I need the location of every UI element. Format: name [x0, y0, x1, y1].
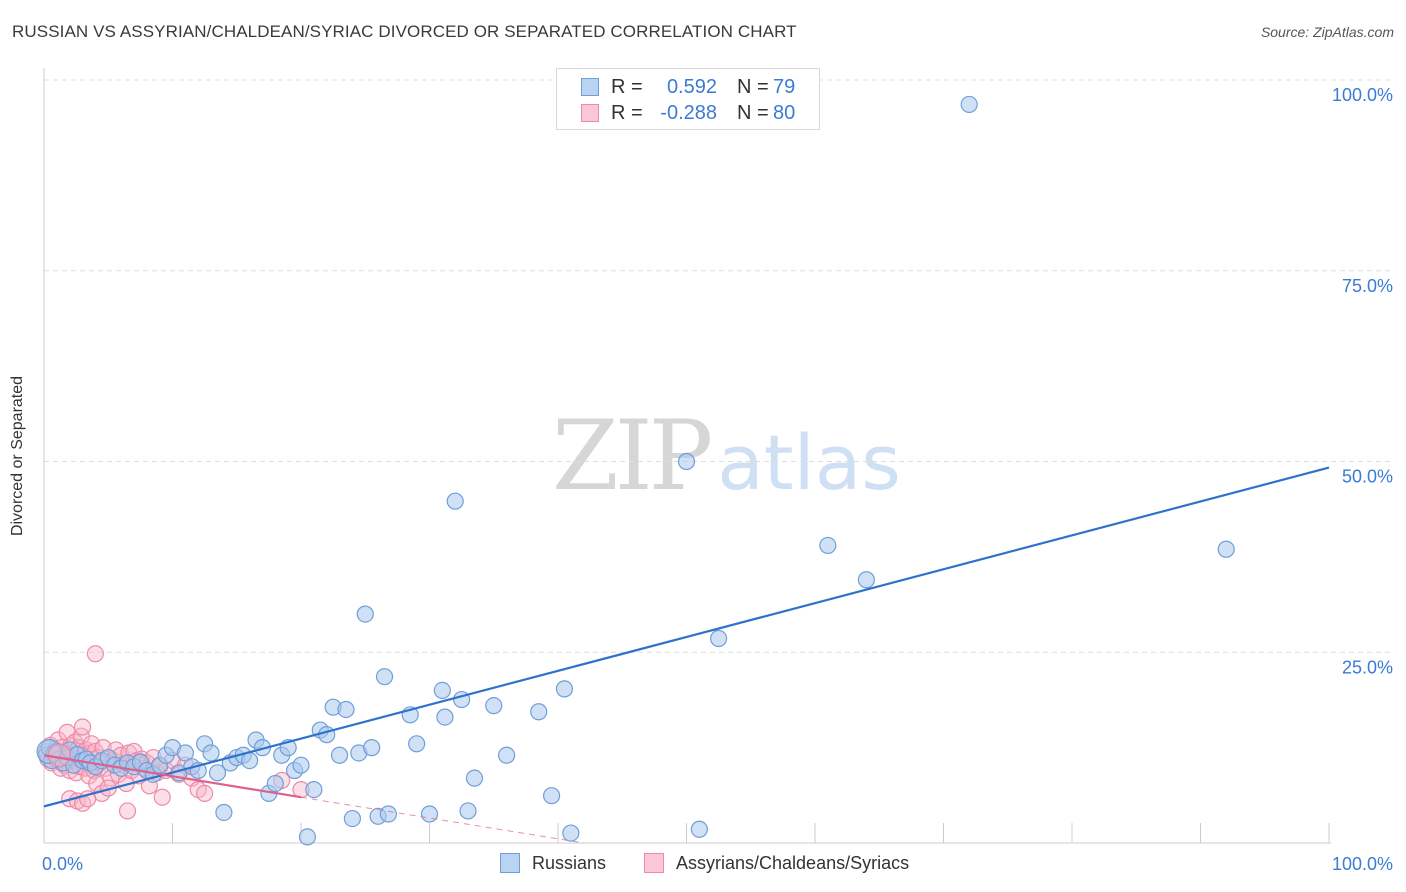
watermark: ZIP atlas — [552, 400, 901, 512]
point-russians — [356, 605, 374, 623]
point-russians — [363, 739, 381, 757]
point-russians — [292, 756, 310, 774]
source-label: Source: ZipAtlas.com — [1260, 24, 1394, 40]
point-russians — [337, 700, 355, 719]
chart-title: RUSSIAN VS ASSYRIAN/CHALDEAN/SYRIAC DIVO… — [12, 22, 797, 41]
point-russians — [379, 805, 397, 823]
n-value: 80 — [773, 101, 796, 124]
point-russians — [433, 681, 451, 700]
point-russians — [690, 820, 708, 838]
legend-item-assyrians: Assyrians/Chaldeans/Syriacs — [644, 850, 909, 876]
y-axis-label: Divorced or Separated — [9, 375, 26, 537]
y-tick-label: 50.0% — [1342, 467, 1393, 487]
n-label: N = — [737, 75, 769, 98]
r-label: R = — [611, 101, 643, 124]
point-russians — [266, 774, 284, 793]
point-russians — [1217, 540, 1235, 558]
legend-swatch-russians — [500, 853, 520, 873]
n-label: N = — [737, 101, 769, 124]
stats-legend-row-russians: R = 0.592 N = 79 — [581, 75, 795, 99]
point-russians — [710, 629, 728, 648]
y-tick-label: 75.0% — [1342, 276, 1393, 296]
legend-swatch-assyrians — [644, 853, 664, 873]
point-russians — [459, 802, 477, 820]
stats-legend: R = 0.592 N = 79 R = -0.288 N = 80 — [556, 68, 820, 130]
point-assyrians — [118, 802, 137, 820]
point-russians — [420, 805, 439, 823]
point-russians — [375, 668, 394, 686]
point-russians — [298, 828, 317, 846]
point-russians — [202, 744, 220, 762]
point-assyrians — [153, 788, 171, 806]
legend-label-assyrians: Assyrians/Chaldeans/Syriacs — [676, 852, 910, 873]
point-russians — [330, 746, 349, 764]
point-russians — [485, 697, 503, 715]
point-russians — [305, 780, 323, 799]
point-russians — [241, 751, 259, 770]
stats-legend-row-assyrians: R = -0.288 N = 80 — [581, 101, 795, 125]
point-russians — [562, 824, 580, 842]
x-tick-label: 0.0% — [42, 854, 83, 874]
point-russians — [446, 492, 464, 510]
point-russians — [215, 803, 233, 822]
legend-label-russians: Russians — [532, 852, 607, 873]
point-russians — [208, 764, 227, 782]
y-tick-label: 25.0% — [1342, 657, 1393, 677]
point-russians — [343, 809, 361, 828]
trend-line-russians — [43, 466, 1330, 808]
trend-line-assyrians-extended — [300, 796, 584, 844]
trend-line-assyrians — [43, 754, 302, 799]
x-tick-label: 100.0% — [1332, 854, 1393, 874]
point-russians — [176, 744, 194, 762]
point-russians — [677, 452, 696, 471]
point-russians — [530, 703, 548, 721]
point-assyrians — [86, 645, 105, 663]
point-russians — [819, 536, 837, 555]
point-russians — [318, 726, 336, 744]
point-russians — [498, 746, 516, 764]
point-assyrians — [196, 784, 214, 803]
point-assyrians — [73, 718, 92, 736]
russians-swatch — [581, 78, 599, 96]
point-russians — [542, 787, 561, 805]
point-russians — [408, 735, 426, 753]
point-russians — [960, 95, 978, 114]
point-russians — [857, 571, 876, 589]
point-russians — [555, 680, 574, 698]
point-assyrians — [47, 743, 72, 767]
point-russians — [465, 769, 484, 787]
r-value: -0.288 — [660, 101, 717, 124]
legend-item-russians: Russians — [500, 850, 606, 876]
assyrians-swatch — [581, 104, 599, 122]
r-value: 0.592 — [666, 75, 717, 98]
point-russians — [436, 708, 454, 726]
n-value: 79 — [773, 75, 796, 98]
r-label: R = — [611, 75, 643, 98]
watermark-atlas: atlas — [717, 418, 901, 507]
y-tick-label: 100.0% — [1332, 85, 1393, 105]
